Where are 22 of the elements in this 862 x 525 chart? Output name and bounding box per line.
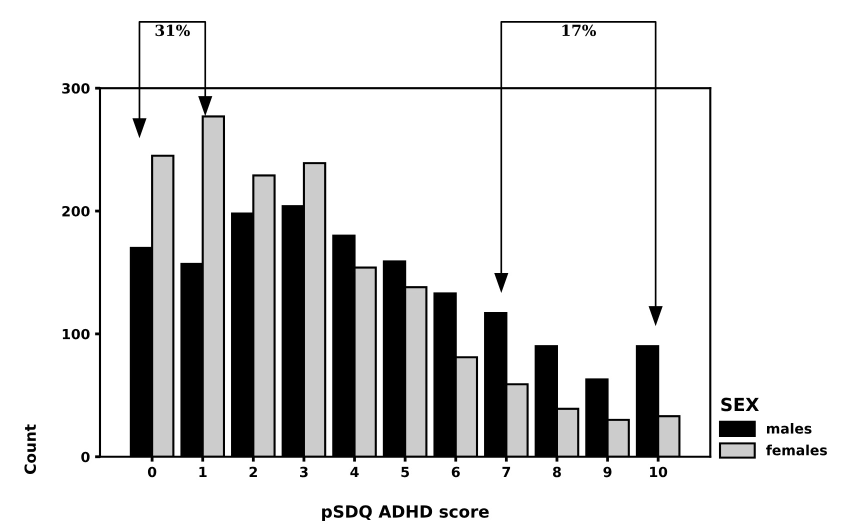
- y-tick-label: 0: [81, 452, 90, 462]
- text: 31%: [156, 24, 190, 36]
- x-axis-title: pSDQ ADHD score: [322, 505, 489, 522]
- legend-title: SEX: [721, 398, 759, 412]
- text: 17%: [562, 24, 596, 36]
- x-tick-label: 1: [199, 466, 207, 478]
- x-tick-label: 3: [300, 466, 308, 478]
- x-tick-label: 2: [250, 466, 257, 478]
- y-tick-label: 300: [62, 83, 90, 94]
- y-tick-label: 100: [62, 328, 90, 340]
- x-tick-label: 7: [502, 466, 510, 478]
- legend-label: males: [766, 423, 812, 434]
- y-tick-label: 200: [62, 206, 90, 217]
- x-tick-label: 6: [452, 466, 460, 478]
- x-tick-label: 9: [603, 466, 612, 478]
- legend-label: females: [766, 444, 827, 456]
- x-tick-label: 0: [148, 466, 156, 478]
- x-tick-label: 4: [350, 466, 359, 478]
- y-axis-title: Count: [24, 424, 36, 474]
- x-tick-label: 8: [552, 466, 561, 478]
- x-tick-label: 5: [401, 466, 409, 478]
- x-tick-label: 10: [650, 466, 668, 478]
